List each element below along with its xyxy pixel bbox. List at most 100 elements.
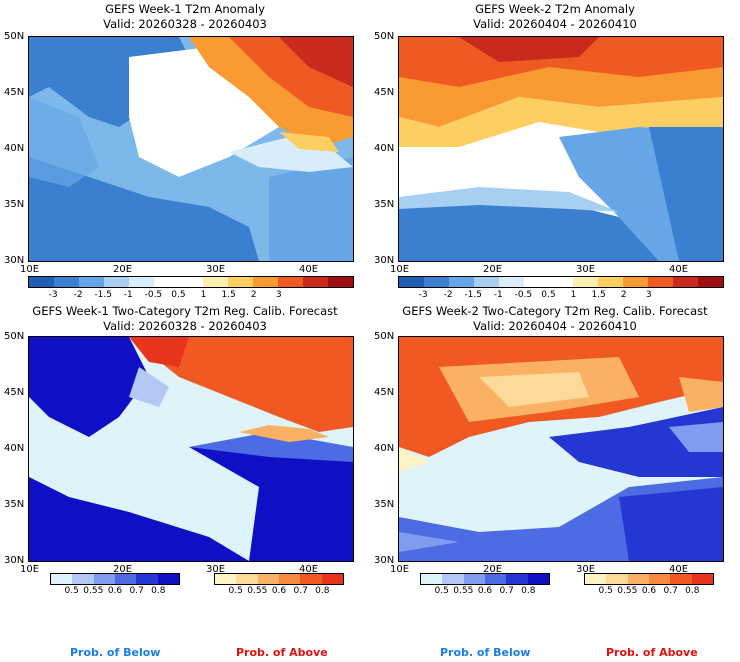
colorbar-tick-label: 0.55 bbox=[247, 586, 268, 596]
colorbar-tick-label: 0.6 bbox=[641, 586, 657, 596]
prob-above-label-left: Prob. of Above bbox=[236, 646, 328, 659]
panel-2-anomaly-colorbar bbox=[398, 276, 724, 288]
colorbar-tick-label: 0.5 bbox=[171, 290, 186, 300]
panel-3-lon-30: 30E bbox=[206, 564, 226, 575]
colorbar-tick-label: -1 bbox=[493, 290, 503, 300]
colorbar-swatch bbox=[523, 277, 549, 287]
colorbar-swatch bbox=[228, 277, 254, 287]
colorbar-tick-label: 0.5 bbox=[434, 586, 449, 596]
panel-3-below-colorbar bbox=[50, 573, 180, 585]
colorbar-tick-label: 0.5 bbox=[64, 586, 79, 596]
panel-4-lat-30: 30N bbox=[374, 555, 395, 566]
panel-3-lon-10: 10E bbox=[20, 564, 40, 575]
colorbar-swatch bbox=[506, 574, 528, 584]
panel-4-heading: GEFS Week-2 Two-Category T2m Reg. Calib.… bbox=[402, 304, 708, 318]
panel-3-lat-35: 35N bbox=[4, 499, 25, 510]
colorbar-tick-label: -0.5 bbox=[144, 290, 163, 300]
panel-2-lat-45: 45N bbox=[374, 87, 395, 98]
colorbar-swatch bbox=[53, 277, 79, 287]
prob-below-label-right: Prob. of Below bbox=[440, 646, 531, 659]
panel-4-lat-40: 40N bbox=[374, 443, 395, 454]
colorbar-swatch bbox=[648, 574, 671, 584]
colorbar-swatch bbox=[114, 574, 137, 584]
panel-3-lon-40: 40E bbox=[299, 564, 319, 575]
colorbar-tick-label: 0.55 bbox=[83, 586, 104, 596]
colorbar-tick-label: 3 bbox=[645, 290, 652, 300]
colorbar-swatch bbox=[78, 277, 104, 287]
colorbar-tick-label: 0.7 bbox=[663, 586, 678, 596]
colorbar-swatch bbox=[421, 574, 443, 584]
panel-4-lat-50: 50N bbox=[374, 331, 395, 342]
panel-1-lon-30: 30E bbox=[206, 264, 226, 275]
panel-4-lon-20: 20E bbox=[483, 564, 503, 575]
panel-1-lon-10: 10E bbox=[20, 264, 40, 275]
colorbar-swatch bbox=[648, 277, 674, 287]
colorbar-swatch bbox=[442, 574, 464, 584]
panel-3-above-colorbar bbox=[214, 573, 344, 585]
colorbar-tick-label: -3 bbox=[418, 290, 428, 300]
colorbar-swatch bbox=[548, 277, 574, 287]
colorbar-tick-label: 2 bbox=[250, 290, 257, 300]
colorbar-tick-label: -0.5 bbox=[514, 290, 533, 300]
colorbar-swatch bbox=[278, 574, 301, 584]
panel-2-valid: Valid: 20260404 - 20260410 bbox=[473, 17, 637, 31]
panel-1-lon-20: 20E bbox=[113, 264, 133, 275]
colorbar-swatch bbox=[300, 574, 322, 584]
colorbar-tick-label: 0.6 bbox=[107, 586, 123, 596]
colorbar-swatch bbox=[253, 277, 279, 287]
colorbar-swatch bbox=[691, 574, 713, 584]
colorbar-tick-label: 0.7 bbox=[293, 586, 308, 596]
colorbar-tick-label: -2 bbox=[443, 290, 453, 300]
colorbar-swatch bbox=[29, 277, 54, 287]
colorbar-tick-label: 1 bbox=[570, 290, 577, 300]
colorbar-tick-label: 0.5 bbox=[541, 290, 556, 300]
colorbar-swatch bbox=[278, 277, 304, 287]
panel-1-anomaly-colorbar bbox=[28, 276, 354, 288]
panel-4-lat-35: 35N bbox=[374, 499, 395, 510]
panel-4-valid: Valid: 20260404 - 20260410 bbox=[473, 319, 637, 333]
panel-2-lat-30: 30N bbox=[374, 255, 395, 266]
colorbar-tick-label: 0.6 bbox=[477, 586, 493, 596]
panel-2-lon-20: 20E bbox=[483, 264, 503, 275]
panel-1-lat-40: 40N bbox=[4, 143, 25, 154]
colorbar-tick-label: -2 bbox=[73, 290, 83, 300]
panel-2-lon-10: 10E bbox=[390, 264, 410, 275]
panel-1-heading: GEFS Week-1 T2m Anomaly bbox=[105, 2, 265, 16]
colorbar-swatch bbox=[498, 277, 524, 287]
panel-1-title: GEFS Week-1 T2m Anomaly Valid: 20260328 … bbox=[0, 2, 370, 32]
panel-2-lon-30: 30E bbox=[576, 264, 596, 275]
panel-1-anomaly-map bbox=[28, 36, 354, 262]
colorbar-swatch bbox=[527, 574, 549, 584]
colorbar-tick-label: -1.5 bbox=[94, 290, 112, 300]
prob-above-label-right: Prob. of Above bbox=[606, 646, 698, 659]
panel-3-lat-40: 40N bbox=[4, 443, 25, 454]
colorbar-tick-label: 0.7 bbox=[499, 586, 514, 596]
panel-4-probability-map bbox=[398, 336, 724, 562]
colorbar-swatch bbox=[203, 277, 229, 287]
panel-2-lon-40: 40E bbox=[669, 264, 689, 275]
colorbar-swatch bbox=[573, 277, 599, 287]
colorbar-tick-label: 0.8 bbox=[151, 586, 166, 596]
panel-2-lat-35: 35N bbox=[374, 199, 395, 210]
colorbar-swatch bbox=[448, 277, 474, 287]
colorbar-swatch bbox=[623, 277, 649, 287]
colorbar-swatch bbox=[606, 574, 628, 584]
colorbar-tick-label: 0.8 bbox=[315, 586, 330, 596]
colorbar-swatch bbox=[178, 277, 204, 287]
colorbar-swatch bbox=[303, 277, 329, 287]
colorbar-tick-label: 2 bbox=[620, 290, 627, 300]
colorbar-swatch bbox=[215, 574, 237, 584]
colorbar-swatch bbox=[321, 574, 343, 584]
panel-2-lat-40: 40N bbox=[374, 143, 395, 154]
colorbar-swatch bbox=[423, 277, 449, 287]
colorbar-swatch bbox=[51, 574, 73, 584]
panel-4-below-colorbar bbox=[420, 573, 550, 585]
panel-4-lon-40: 40E bbox=[669, 564, 689, 575]
panel-3-valid: Valid: 20260328 - 20260403 bbox=[103, 319, 267, 333]
colorbar-swatch bbox=[473, 277, 499, 287]
colorbar-tick-label: 0.6 bbox=[271, 586, 287, 596]
colorbar-tick-label: 1 bbox=[200, 290, 207, 300]
panel-1-lat-50: 50N bbox=[4, 31, 25, 42]
colorbar-tick-label: -3 bbox=[48, 290, 58, 300]
colorbar-swatch bbox=[157, 574, 179, 584]
